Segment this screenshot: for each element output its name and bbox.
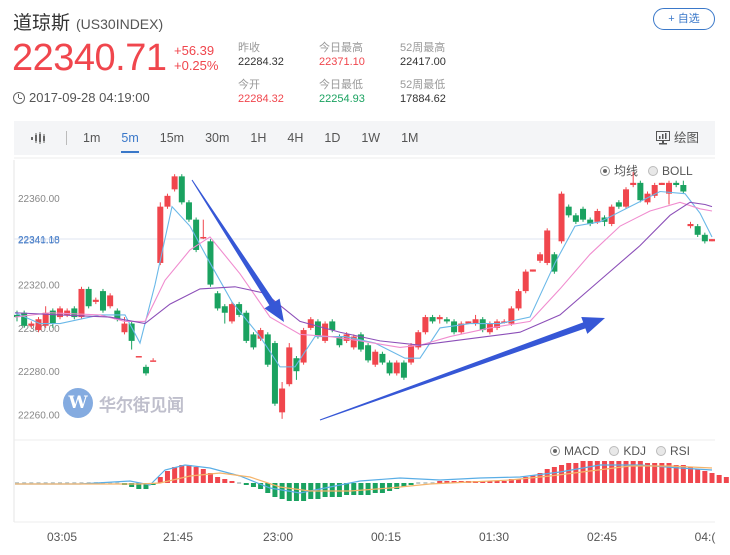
- watermark: W 华尔街见闻: [63, 388, 184, 418]
- macd-dif-line: [15, 464, 713, 494]
- tab-15m[interactable]: 15m: [159, 131, 185, 145]
- change-value: +56.39: [174, 43, 215, 58]
- radio-label: RSI: [670, 444, 691, 458]
- add-watchlist-button[interactable]: + 自选: [653, 8, 715, 30]
- radio-macd[interactable]: MACD: [550, 444, 599, 458]
- candles: [14, 172, 715, 419]
- stat-label: 昨收: [238, 42, 260, 54]
- radio-label: BOLL: [662, 163, 693, 178]
- radio-均线[interactable]: 均线: [600, 162, 638, 179]
- timestamp-text: 2017-09-28 04:19:00: [29, 90, 150, 105]
- x-tick-label: 04:(: [694, 530, 716, 544]
- quote-timestamp: 2017-09-28 04:19:00: [13, 90, 150, 105]
- trend-arrow-down-icon: [191, 179, 284, 322]
- stat-label: 52周最高: [400, 42, 446, 54]
- stat-item: 今开 22284.32: [238, 78, 284, 106]
- radio-rsi[interactable]: RSI: [656, 444, 690, 458]
- macd-dea-line: [15, 465, 713, 492]
- watermark-logo: W: [63, 388, 93, 418]
- tab-1m[interactable]: 1M: [401, 131, 419, 145]
- stat-value: 22254.93: [319, 93, 365, 105]
- radio-dot-icon: [609, 446, 620, 456]
- ma-line-ma10: [14, 201, 713, 348]
- price-change: +56.39 +0.25%: [174, 43, 218, 73]
- x-tick-label: 01:30: [478, 530, 510, 544]
- tab-1m[interactable]: 1m: [83, 131, 101, 145]
- stat-value: 22417.00: [400, 56, 446, 68]
- instrument-name: 道琼斯: [13, 13, 71, 34]
- y-tick-label: 22260.00: [18, 411, 60, 422]
- x-tick-label: 02:45: [586, 530, 618, 544]
- chart-toolbar: 1m 5m 15m 30m 1H 4H 1D 1W 1M 绘图: [14, 121, 715, 155]
- stat-value: 17884.62: [400, 93, 446, 105]
- tab-1w[interactable]: 1W: [361, 131, 381, 145]
- stat-label: 今开: [238, 79, 260, 91]
- x-tick-label: 21:45: [162, 530, 194, 544]
- radio-label: MACD: [564, 444, 600, 458]
- ma-line-ma20: [14, 201, 713, 346]
- stat-label: 今日最低: [319, 79, 363, 91]
- radio-dot-icon: [648, 165, 659, 176]
- tab-1d[interactable]: 1D: [324, 131, 341, 145]
- toolbar-divider: [66, 131, 67, 145]
- stat-label: 今日最高: [319, 42, 363, 54]
- stat-item: 今日最高 22371.10: [319, 41, 365, 69]
- radio-boll[interactable]: BOLL: [648, 164, 693, 178]
- x-tick-label: 03:05: [46, 530, 78, 544]
- y-tick-label: 22320.00: [18, 281, 60, 292]
- stat-value: 22284.32: [238, 56, 284, 68]
- x-tick-label: 23:00: [262, 530, 294, 544]
- stat-label: 52周最低: [400, 79, 446, 91]
- radio-kdj[interactable]: KDJ: [609, 444, 646, 458]
- stat-item: 52周最低 17884.62: [400, 78, 446, 106]
- instrument-code: (US30INDEX): [76, 16, 164, 32]
- stat-value: 22371.10: [319, 56, 365, 68]
- radio-dot-icon: [656, 446, 667, 456]
- radio-dot-icon: [600, 165, 610, 176]
- draw-label: 绘图: [673, 131, 699, 145]
- current-price-label: 22341.18: [18, 235, 60, 246]
- y-tick-label: 22340.00: [18, 236, 60, 247]
- stat-item: 昨收 22284.32: [238, 41, 284, 69]
- candlestick-icon[interactable]: [30, 131, 48, 145]
- trend-arrow-up-icon: [319, 316, 605, 421]
- monitor-chart-icon: [655, 131, 670, 145]
- timeframe-tabs: 1m 5m 15m 30m 1H 4H 1D 1W 1M: [83, 121, 439, 155]
- ma-line-ma5: [14, 190, 713, 368]
- instrument-title: 道琼斯 (US30INDEX): [13, 8, 163, 35]
- tab-5m[interactable]: 5m: [121, 121, 140, 155]
- y-tick-label: 22360.00: [18, 194, 60, 205]
- clock-icon: [13, 91, 25, 104]
- watermark-text: 华尔街见闻: [99, 395, 184, 416]
- radio-dot-icon: [550, 446, 560, 456]
- draw-button[interactable]: 绘图: [655, 121, 699, 155]
- radio-label: KDJ: [623, 444, 647, 458]
- tab-1h[interactable]: 1H: [250, 131, 267, 145]
- radio-label: 均线: [614, 164, 639, 178]
- indicator-selector: MACD KDJ RSI: [550, 444, 690, 458]
- tab-30m[interactable]: 30m: [205, 131, 230, 145]
- x-tick-label: 00:15: [370, 530, 402, 544]
- y-tick-label: 22280.00: [18, 367, 60, 378]
- stat-item: 今日最低 22254.93: [319, 78, 365, 106]
- stat-item: 52周最高 22417.00: [400, 41, 446, 69]
- stat-value: 22284.32: [238, 93, 284, 105]
- tab-4h[interactable]: 4H: [287, 131, 304, 145]
- overlay-selector: 均线 BOLL: [600, 162, 693, 179]
- change-percent: +0.25%: [174, 58, 219, 73]
- last-price: 22340.71: [12, 37, 167, 79]
